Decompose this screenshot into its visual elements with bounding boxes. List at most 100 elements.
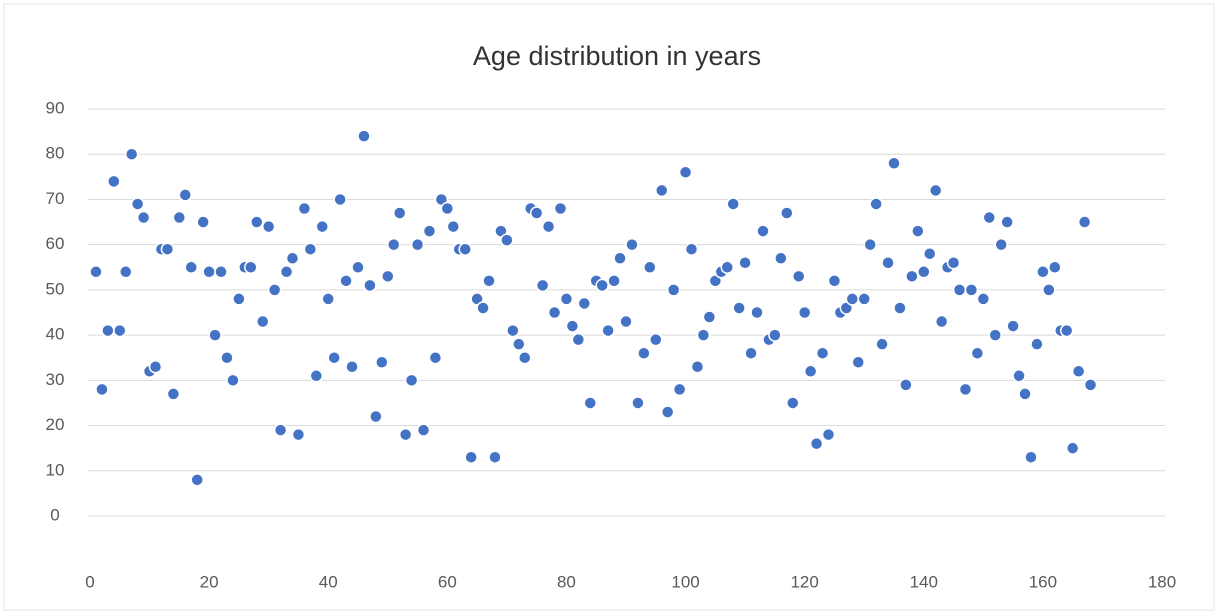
point xyxy=(422,224,437,238)
point xyxy=(297,201,312,216)
point xyxy=(666,283,681,297)
point xyxy=(678,165,693,180)
point xyxy=(244,260,258,275)
point xyxy=(398,427,413,442)
point xyxy=(786,396,800,410)
point xyxy=(809,436,824,451)
point xyxy=(607,274,621,288)
point xyxy=(107,174,121,189)
point xyxy=(321,292,335,306)
point xyxy=(672,382,687,397)
point xyxy=(917,265,931,279)
point xyxy=(643,260,657,275)
point xyxy=(690,360,705,374)
y-tick-label: 20 xyxy=(46,415,65,434)
y-tick-label: 0 xyxy=(50,505,59,524)
y-tick-label: 40 xyxy=(46,325,65,344)
x-tick-label: 160 xyxy=(1029,572,1057,591)
point xyxy=(1006,319,1020,333)
point xyxy=(529,206,544,220)
point xyxy=(124,147,139,161)
point xyxy=(702,310,717,324)
point xyxy=(565,319,580,333)
point xyxy=(553,201,568,216)
point xyxy=(1012,369,1026,383)
point xyxy=(791,269,806,284)
x-tick-label: 60 xyxy=(438,572,457,591)
point xyxy=(541,219,556,234)
point xyxy=(1059,323,1074,338)
point xyxy=(500,233,514,247)
point xyxy=(506,323,520,338)
point xyxy=(488,450,502,464)
point xyxy=(101,323,115,338)
point xyxy=(392,206,407,220)
point xyxy=(970,346,985,360)
y-tick-label: 90 xyxy=(46,98,65,117)
point xyxy=(1083,378,1098,392)
point xyxy=(1042,283,1056,297)
point xyxy=(250,215,264,229)
x-tick-label: 20 xyxy=(200,572,219,591)
point xyxy=(345,360,359,374)
y-tick-label: 10 xyxy=(46,460,65,479)
point xyxy=(613,251,627,265)
point xyxy=(625,237,639,252)
point xyxy=(285,251,300,265)
point xyxy=(196,215,210,229)
point xyxy=(1036,265,1050,279)
point xyxy=(518,350,532,365)
point xyxy=(279,265,294,279)
point xyxy=(416,423,431,437)
y-tick-label: 70 xyxy=(46,189,65,208)
y-tick-label: 50 xyxy=(46,279,65,298)
x-tick-label: 180 xyxy=(1148,572,1176,591)
point xyxy=(89,265,103,279)
point xyxy=(821,427,836,442)
point xyxy=(654,183,669,198)
point xyxy=(1024,450,1038,464)
point xyxy=(976,292,991,306)
point xyxy=(458,242,472,256)
point xyxy=(881,256,895,270)
point xyxy=(369,409,383,424)
point xyxy=(577,296,592,311)
point xyxy=(815,346,830,360)
point xyxy=(601,323,615,338)
point xyxy=(631,396,645,410)
x-tick-label: 140 xyxy=(910,572,938,591)
point xyxy=(148,360,163,374)
chart-frame xyxy=(3,3,1215,611)
point xyxy=(1030,337,1044,351)
point xyxy=(261,219,276,234)
point xyxy=(946,256,961,270)
point xyxy=(750,305,764,320)
point xyxy=(726,197,740,211)
point xyxy=(845,292,860,306)
point xyxy=(571,332,586,347)
point xyxy=(95,382,109,397)
point xyxy=(893,301,907,315)
point xyxy=(964,283,979,297)
point xyxy=(327,350,341,365)
point xyxy=(184,260,198,275)
x-tick-label: 40 xyxy=(319,572,338,591)
point xyxy=(649,332,663,347)
point xyxy=(160,242,175,256)
point xyxy=(595,278,609,293)
point xyxy=(887,156,901,171)
point xyxy=(404,373,419,388)
point xyxy=(1018,387,1032,401)
point xyxy=(952,283,967,297)
point xyxy=(363,278,377,293)
point xyxy=(1000,215,1014,229)
point xyxy=(136,210,151,225)
point xyxy=(1065,441,1080,455)
point xyxy=(934,314,949,329)
point xyxy=(351,260,365,275)
point xyxy=(130,197,145,211)
point xyxy=(720,260,734,275)
point xyxy=(756,224,770,238)
y-tick-label: 80 xyxy=(46,144,65,163)
